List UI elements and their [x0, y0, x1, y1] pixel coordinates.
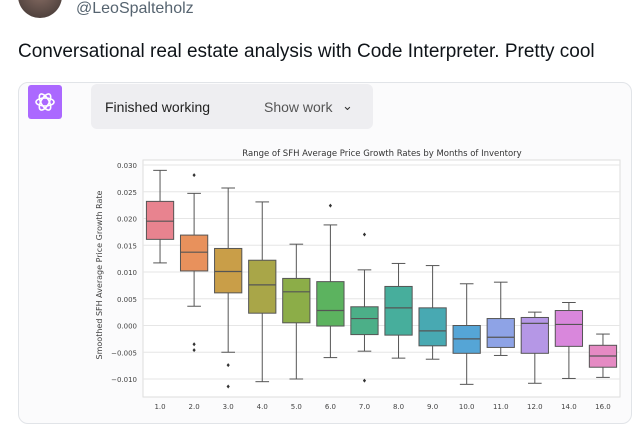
x-tick-label: 3.0 [223, 403, 234, 411]
status-label: Finished working [105, 99, 211, 115]
box [418, 307, 447, 347]
outlier-point [192, 173, 196, 178]
x-tick-label: 6.0 [325, 403, 336, 411]
box [282, 277, 311, 324]
show-work-button[interactable]: Show work [264, 99, 333, 115]
chart-title: Range of SFH Average Price Growth Rates … [242, 149, 521, 159]
x-tick-label: 5.0 [291, 403, 302, 411]
y-tick-label: 0.005 [117, 296, 137, 304]
y-axis-label: Smoothed SFH Average Price Growth Rate [95, 190, 104, 359]
outlier-point [226, 363, 230, 368]
avatar[interactable] [18, 0, 62, 18]
outlier-point [362, 378, 367, 383]
x-tick-label: 12.0 [527, 403, 543, 411]
outlier-point [226, 384, 230, 389]
box [248, 259, 277, 314]
y-tick-label: 0.015 [117, 242, 137, 250]
x-tick-label: 4.0 [257, 403, 268, 411]
tweet-text: Conversational real estate analysis with… [18, 41, 595, 62]
chevron-down-icon[interactable]: ⌄ [342, 98, 353, 113]
x-tick-label: 7.0 [359, 403, 370, 411]
y-tick-label: 0.010 [117, 269, 137, 277]
box [145, 200, 175, 240]
box [554, 310, 584, 347]
x-tick-label: 11.0 [493, 403, 509, 411]
outlier-point [192, 342, 196, 347]
work-status-bar: Finished working Show work ⌄ [91, 84, 373, 129]
x-tick-label: 1.0 [154, 403, 165, 411]
user-handle[interactable]: @LeoSpalteholz [76, 0, 194, 17]
box [214, 247, 243, 294]
box [384, 285, 413, 336]
outlier-point [362, 232, 367, 237]
box [179, 234, 209, 272]
y-tick-label: 0.025 [117, 189, 137, 197]
y-tick-label: −0.005 [111, 349, 137, 357]
x-tick-label: 10.0 [459, 403, 475, 411]
y-tick-label: −0.010 [111, 376, 137, 384]
x-tick-label: 14.0 [561, 403, 577, 411]
x-tick-label: 8.0 [393, 403, 404, 411]
y-tick-label: 0.000 [117, 323, 137, 331]
y-tick-label: 0.020 [117, 216, 137, 224]
x-tick-label: 16.0 [595, 403, 611, 411]
box [486, 318, 515, 348]
box-plot: 0.030 0.025 0.020 0.015 0.010 0.005 0.000 −0.00… [95, 149, 621, 411]
plot-area [142, 159, 621, 398]
y-tick-label: 0.030 [117, 162, 137, 170]
box [316, 281, 345, 327]
chatgpt-logo-icon [28, 85, 62, 119]
x-tick-label: 9.0 [427, 403, 438, 411]
x-tick-label: 2.0 [189, 403, 200, 411]
box [350, 306, 379, 336]
outlier-point [192, 348, 196, 353]
